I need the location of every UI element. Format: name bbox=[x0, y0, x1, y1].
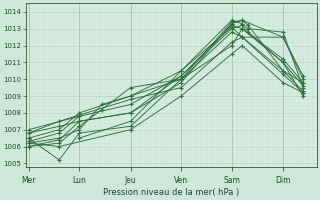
X-axis label: Pression niveau de la mer( hPa ): Pression niveau de la mer( hPa ) bbox=[103, 188, 239, 197]
